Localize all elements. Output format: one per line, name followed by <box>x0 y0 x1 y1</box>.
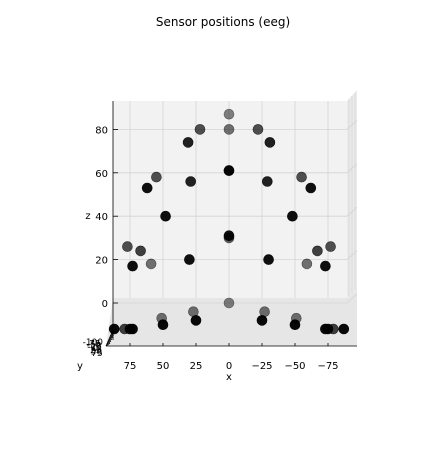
y-tick-label: 50 <box>91 347 103 357</box>
sensor-point <box>223 108 235 120</box>
sensor-point <box>223 124 235 135</box>
sensor-point <box>190 315 202 326</box>
sensor-point <box>320 260 331 272</box>
sensor-point <box>151 171 162 183</box>
x-tick-label: 0 <box>226 361 232 372</box>
sensor-point <box>256 315 268 326</box>
z-ticks: 0 20 40 60 80 <box>95 125 118 310</box>
sensor-point <box>141 182 153 194</box>
y-tick-label: -25 <box>87 343 102 353</box>
sensor-point <box>135 245 146 257</box>
z-axis-label: z <box>85 211 90 222</box>
sensor-point <box>338 323 350 335</box>
x-axis-label: x <box>226 372 232 383</box>
sensor-point <box>263 254 274 265</box>
sensor-point <box>312 245 323 257</box>
sensor-point <box>160 210 171 222</box>
y-tick-label: 75 <box>91 349 102 359</box>
sensor-point <box>252 124 264 135</box>
sensor-point <box>325 241 336 252</box>
sensor-point <box>296 171 307 183</box>
sensor-point <box>184 254 195 265</box>
sensor-point <box>287 210 298 222</box>
x-tick-label: 50 <box>157 361 170 372</box>
z-tick-label: 20 <box>95 256 108 267</box>
y-axis-label: y <box>77 361 83 372</box>
x-tick-label: −50 <box>284 361 305 372</box>
sensor-point <box>194 124 206 135</box>
y-tick <box>107 338 113 343</box>
z-tick-label: 0 <box>102 299 108 310</box>
x-tick-label: −25 <box>251 361 272 372</box>
sensor-point <box>182 137 194 148</box>
sensor-point <box>223 230 235 241</box>
chart-title: Sensor positions (eeg) <box>156 15 290 29</box>
sensor-points <box>108 108 350 335</box>
z-tick-label: 60 <box>95 169 108 180</box>
sensor-point <box>145 258 157 270</box>
sensor-point <box>320 323 331 335</box>
x-ticks: 75 50 25 0 −25 −50 −75 <box>124 343 339 372</box>
y-tick <box>109 334 114 339</box>
floor-pane <box>106 290 357 346</box>
y-tick-label: -50 <box>87 341 102 351</box>
sensor-point <box>289 319 301 331</box>
sensor-point <box>261 176 273 187</box>
sensor-point <box>223 165 235 176</box>
x-tick-label: −75 <box>317 361 338 372</box>
sensor-point <box>157 319 169 331</box>
sensor-point <box>122 241 133 252</box>
y-tick <box>106 340 112 345</box>
z-tick-label: 80 <box>95 125 108 136</box>
x-tick-label: 25 <box>190 361 203 372</box>
sensor-point <box>264 137 276 148</box>
sensor-point <box>127 260 138 272</box>
sensor-point <box>185 176 196 187</box>
sensor-point <box>301 258 313 270</box>
y-tick-label: 0 <box>92 344 98 354</box>
y-tick-label: -75 <box>86 339 101 349</box>
y-tick-label: 25 <box>90 346 101 356</box>
z-side-gridline <box>346 293 358 304</box>
x-tick-label: 75 <box>124 361 137 372</box>
y-tick <box>105 342 111 347</box>
sensor-point <box>108 323 120 335</box>
z-tick-label: 40 <box>95 212 108 223</box>
sensor-point <box>223 297 235 309</box>
y-tick-label: -100 <box>83 338 104 348</box>
sensor-point <box>305 182 317 194</box>
y-tick <box>108 336 113 341</box>
sensor-point <box>127 323 138 335</box>
